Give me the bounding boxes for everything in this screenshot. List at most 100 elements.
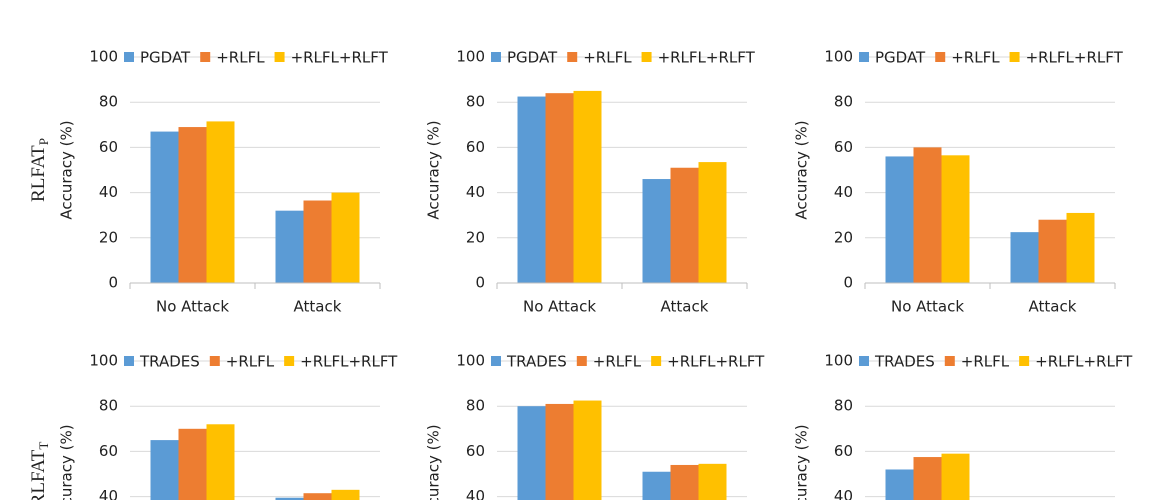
y-tick-label: 80 xyxy=(466,397,485,415)
x-tick-label: Attack xyxy=(1029,298,1077,316)
legend-swatch xyxy=(274,52,285,62)
y-tick-label: 100 xyxy=(824,352,853,370)
x-tick-label: No Attack xyxy=(156,298,229,316)
y-tick-label: 80 xyxy=(99,397,118,415)
bar xyxy=(517,406,546,500)
y-tick-label: 100 xyxy=(824,48,853,66)
y-axis-title: Accuracy (%) xyxy=(793,424,811,500)
y-tick-label: 60 xyxy=(466,442,485,460)
legend-swatch xyxy=(200,52,211,62)
legend-swatch xyxy=(935,52,946,62)
bar xyxy=(642,179,671,283)
legend-swatch xyxy=(859,356,869,366)
legend-label: +RLFL xyxy=(216,49,265,67)
legend-swatch xyxy=(1009,52,1020,62)
y-tick-label: 100 xyxy=(456,352,485,370)
legend-label: +RLFL+RLFT xyxy=(667,353,765,371)
y-tick-label: 100 xyxy=(89,352,118,370)
legend-label: PGDAT xyxy=(507,49,558,67)
bar xyxy=(178,127,207,283)
bar xyxy=(941,453,970,500)
bar xyxy=(517,96,546,283)
bar xyxy=(206,121,235,283)
bar xyxy=(913,457,942,500)
y-tick-label: 60 xyxy=(99,138,118,156)
y-axis-title: Accuracy (%) xyxy=(793,120,811,219)
y-tick-label: 20 xyxy=(466,228,485,246)
y-tick-label: 40 xyxy=(99,487,118,500)
legend-label: PGDAT xyxy=(875,49,926,67)
bar xyxy=(275,497,304,500)
bar xyxy=(698,162,727,283)
bar xyxy=(303,200,332,283)
legend-label: +RLFL+RLFT xyxy=(1035,353,1133,371)
legend-swatch xyxy=(651,356,662,366)
row-label: RLFATP xyxy=(28,138,51,202)
bar xyxy=(150,131,179,283)
bar xyxy=(698,463,727,500)
y-tick-label: 40 xyxy=(466,487,485,500)
bar xyxy=(178,428,207,500)
legend-label: TRADES xyxy=(506,353,567,371)
legend-swatch xyxy=(1019,356,1030,366)
legend-swatch xyxy=(209,356,220,366)
bar xyxy=(545,93,574,283)
y-tick-label: 60 xyxy=(834,138,853,156)
bar xyxy=(303,493,332,500)
row-label-sub: T xyxy=(36,442,51,450)
y-axis-title: Accuracy (%) xyxy=(425,424,443,500)
bar xyxy=(913,147,942,283)
legend-label: +RLFL xyxy=(961,353,1010,371)
bar xyxy=(573,400,602,500)
legend-label: +RLFL+RLFT xyxy=(1026,49,1124,67)
legend-label: TRADES xyxy=(874,353,935,371)
y-tick-label: 20 xyxy=(99,228,118,246)
bar xyxy=(670,464,699,500)
legend-label: +RLFL xyxy=(226,353,275,371)
y-tick-label: 60 xyxy=(99,442,118,460)
y-tick-label: 60 xyxy=(466,138,485,156)
x-tick-label: Attack xyxy=(294,298,342,316)
y-tick-label: 60 xyxy=(834,442,853,460)
legend-label: +RLFL+RLFT xyxy=(300,353,398,371)
y-axis-title: Accuracy (%) xyxy=(425,120,443,219)
y-tick-label: 80 xyxy=(834,93,853,111)
legend-label: +RLFL xyxy=(951,49,1000,67)
row-label: RLFATT xyxy=(28,442,51,500)
bar xyxy=(275,210,304,283)
y-axis-title: Accuracy (%) xyxy=(58,424,76,500)
legend-swatch xyxy=(641,52,652,62)
y-tick-label: 80 xyxy=(99,93,118,111)
bar xyxy=(331,192,360,283)
legend-swatch xyxy=(124,356,134,366)
bar xyxy=(941,155,970,283)
y-tick-label: 80 xyxy=(834,397,853,415)
y-tick-label: 0 xyxy=(475,274,485,292)
legend-label: TRADES xyxy=(139,353,200,371)
y-axis-title: Accuracy (%) xyxy=(58,120,76,219)
legend-swatch xyxy=(284,356,295,366)
legend-swatch xyxy=(124,52,134,62)
x-tick-label: Attack xyxy=(661,298,709,316)
bar xyxy=(885,156,914,283)
bar xyxy=(573,90,602,284)
row-label-text: RLFAT xyxy=(28,449,49,500)
bar xyxy=(1038,219,1067,283)
bar xyxy=(642,471,671,500)
bar xyxy=(150,440,179,500)
y-tick-label: 80 xyxy=(466,93,485,111)
legend-label: +RLFL+RLFT xyxy=(658,49,756,67)
x-tick-label: No Attack xyxy=(891,298,964,316)
y-tick-label: 0 xyxy=(108,274,118,292)
legend-label: +RLFL xyxy=(593,353,642,371)
legend-label: +RLFL+RLFT xyxy=(291,49,389,67)
bar xyxy=(670,167,699,283)
y-tick-label: 40 xyxy=(834,183,853,201)
legend-swatch xyxy=(491,356,501,366)
y-tick-label: 40 xyxy=(99,183,118,201)
row-label-text: RLFAT xyxy=(28,145,49,202)
y-tick-label: 40 xyxy=(466,183,485,201)
legend-label: PGDAT xyxy=(140,49,191,67)
legend-swatch xyxy=(859,52,869,62)
